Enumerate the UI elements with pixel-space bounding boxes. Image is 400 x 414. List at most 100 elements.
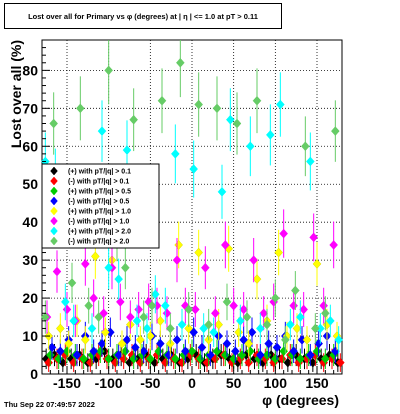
data-point (180, 346, 190, 357)
legend: (+) with pT/|q| > 0.1 (-) with pT/|q| > 0… (41, 163, 160, 249)
data-point (97, 338, 107, 349)
y-tick-label: 30 (22, 252, 38, 268)
data-point (177, 319, 187, 330)
data-point (104, 353, 114, 364)
data-point (300, 141, 310, 152)
data-point (252, 274, 262, 284)
timestamp-footer: Thu Sep 22 07:49:57 2022 (4, 400, 95, 409)
legend-entry-label: (-) with pT/|q| > 2.0 (68, 239, 129, 246)
data-point (172, 334, 182, 345)
data-point (265, 130, 275, 140)
x-tick-label: -50 (140, 375, 160, 391)
data-point (155, 338, 165, 349)
data-point (175, 57, 185, 68)
data-point (247, 327, 257, 338)
data-point (220, 240, 230, 250)
data-point (60, 297, 70, 307)
y-tick-label: 80 (22, 62, 38, 78)
data-point (320, 353, 330, 364)
grid (42, 40, 342, 375)
data-point (320, 308, 330, 319)
data-point (67, 278, 77, 288)
data-point (52, 266, 62, 277)
series-7 (40, 40, 340, 354)
data-point (80, 334, 90, 345)
data-point (235, 315, 245, 326)
data-point (210, 308, 220, 319)
data-point (274, 247, 284, 258)
data-point (209, 327, 219, 338)
legend-entry-label: (+) with pT/|q| > 0.5 (68, 189, 131, 196)
data-point (99, 308, 109, 319)
data-point (242, 312, 252, 322)
data-point (172, 255, 182, 266)
data-point (170, 353, 180, 364)
data-point (40, 312, 50, 322)
data-point (295, 312, 305, 322)
data-point (199, 323, 209, 334)
x-tick-label: -150 (53, 375, 81, 391)
data-point (132, 315, 142, 326)
data-points (40, 40, 345, 372)
data-point (80, 259, 90, 269)
y-tick-label: 20 (22, 290, 38, 306)
data-point (49, 118, 59, 129)
data-point (189, 327, 199, 338)
legend-marker (50, 166, 58, 176)
data-point (139, 312, 149, 322)
data-point (335, 357, 345, 368)
legend-marker (50, 176, 58, 186)
data-point (139, 346, 149, 357)
data-point (75, 103, 85, 114)
data-point (145, 331, 155, 341)
data-point (87, 323, 97, 334)
data-point (122, 145, 132, 155)
data-point (47, 342, 57, 353)
legend-entry-label: (+) with pT/|q| > 1.0 (68, 209, 131, 216)
y-tick-label: 70 (22, 100, 38, 116)
data-point (117, 338, 127, 349)
data-point (142, 323, 152, 334)
data-point (90, 251, 100, 262)
data-point (125, 312, 135, 322)
data-point (264, 338, 274, 349)
legend-box (41, 163, 160, 249)
data-point (280, 334, 290, 345)
data-point (244, 338, 254, 349)
data-point (252, 95, 262, 106)
data-point (232, 118, 242, 129)
series-6 (40, 72, 344, 354)
data-point (150, 289, 160, 300)
data-point (292, 323, 302, 334)
data-point (114, 274, 124, 284)
data-point (157, 95, 167, 106)
legend-marker (50, 186, 58, 196)
y-tick-label: 10 (22, 328, 38, 344)
data-point (114, 350, 124, 360)
data-point (249, 255, 259, 266)
data-point (204, 319, 214, 330)
data-point (55, 346, 65, 357)
legend-marker (50, 206, 58, 216)
data-point (187, 346, 197, 357)
data-point (330, 126, 340, 136)
legend-entry-label: (-) with pT/|q| > 0.5 (68, 199, 129, 206)
data-point (309, 232, 319, 243)
legend-marker (50, 196, 58, 206)
data-point (302, 334, 312, 345)
data-point (129, 114, 139, 125)
legend-entry-label: (-) with pT/|q| > 0.1 (68, 179, 129, 186)
legend-entry-label: (+) with pT/|q| > 2.0 (68, 229, 131, 236)
data-point (194, 99, 204, 110)
x-tick-label: 150 (305, 375, 329, 391)
data-point (55, 323, 65, 334)
data-point (312, 259, 322, 269)
data-point (334, 334, 344, 345)
data-point (189, 164, 199, 174)
data-point (222, 297, 232, 307)
data-point (184, 323, 194, 334)
data-point (262, 319, 272, 330)
y-axis-label: Lost over all (%) (8, 40, 24, 148)
data-point (97, 126, 107, 136)
